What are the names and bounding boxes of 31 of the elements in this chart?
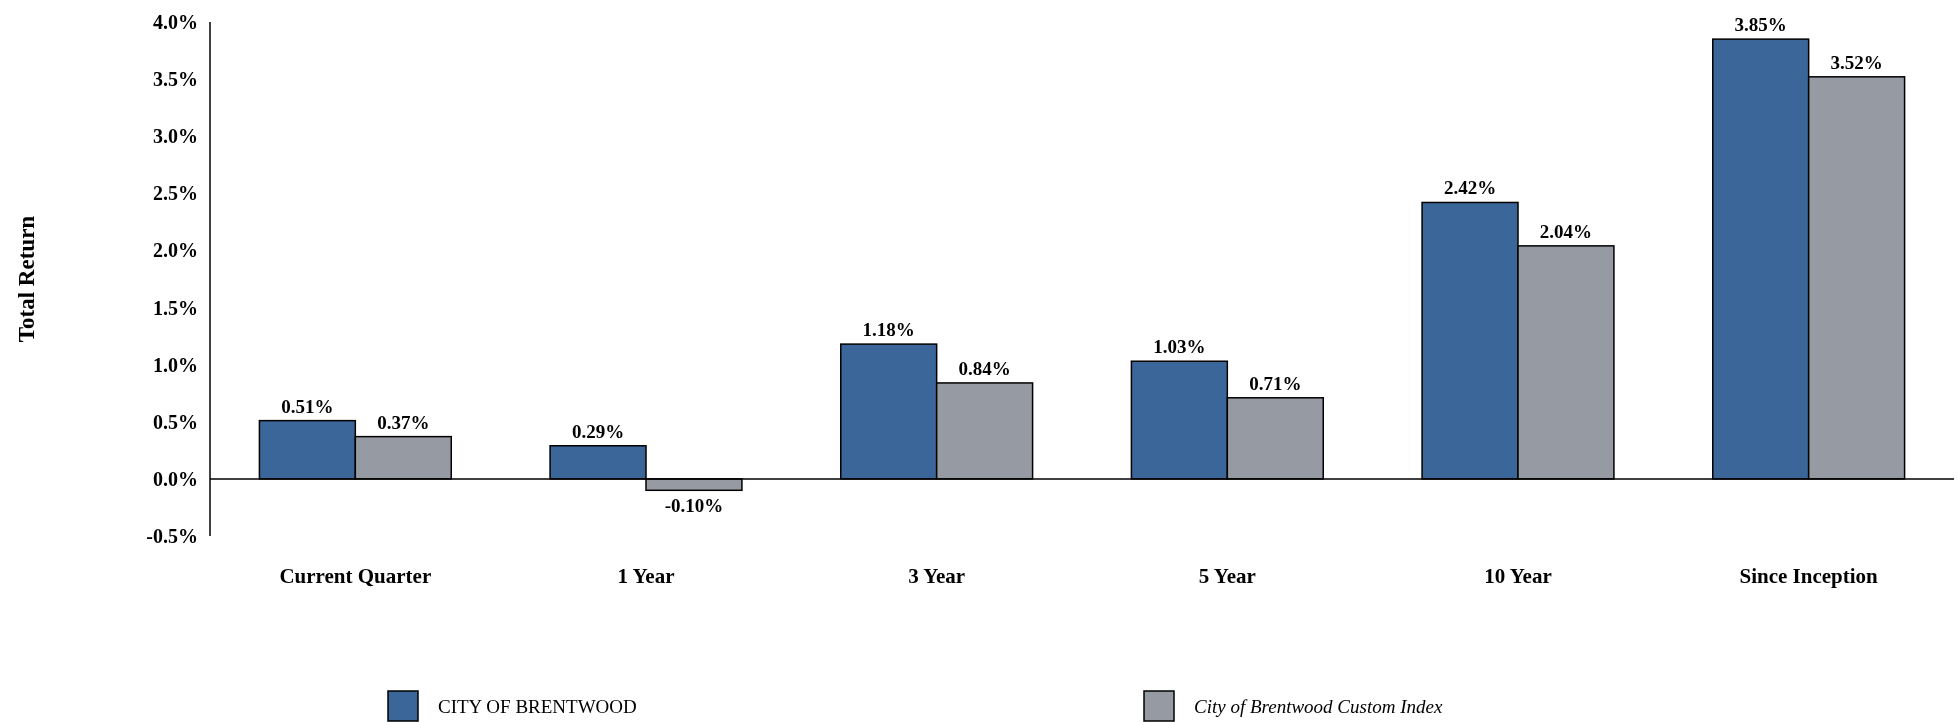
y-tick-label: 0.0%	[153, 467, 198, 490]
text: 1.03%	[1153, 336, 1206, 358]
text: -0.10%	[664, 495, 724, 517]
y-tick-label: 1.0%	[153, 353, 198, 376]
y-tick-label: 2.0%	[153, 239, 198, 262]
legend-label: City of Brentwood Custom Index	[1194, 695, 1443, 717]
y-tick-label: 2.5%	[153, 182, 198, 205]
y-tick-label: 0.5%	[153, 410, 198, 433]
text: 0.37%	[377, 411, 430, 433]
legend-label: CITY OF BRENTWOOD	[438, 695, 637, 717]
x-tick-label: Since Inception	[1739, 564, 1879, 588]
text: 0.29%	[571, 420, 625, 442]
y-tick-label: 1.5%	[153, 296, 198, 319]
y-tick-label: 4.0%	[153, 11, 198, 33]
x-tick-label: 5 Year	[1198, 564, 1256, 588]
text: 2.04%	[1539, 220, 1593, 242]
y-tick-label: 3.5%	[153, 68, 198, 91]
y-tick-label: 3.0%	[153, 125, 198, 148]
text: 1.18%	[862, 319, 915, 341]
text: 3.52%	[1830, 51, 1883, 73]
text: 0.51%	[281, 395, 334, 417]
y-axis-title: Total Return	[14, 215, 39, 343]
x-tick-label: 1 Year	[617, 564, 675, 588]
x-tick-label: 10 Year	[1484, 564, 1552, 588]
text: 0.84%	[958, 357, 1011, 379]
y-tick-label: -0.5%	[146, 525, 198, 547]
x-tick-label: Current Quarter	[279, 564, 432, 588]
text: 2.42%	[1443, 177, 1497, 199]
text: 0.71%	[1249, 372, 1302, 394]
x-tick-label: 3 Year	[908, 564, 966, 588]
text: 3.85%	[1734, 14, 1787, 36]
